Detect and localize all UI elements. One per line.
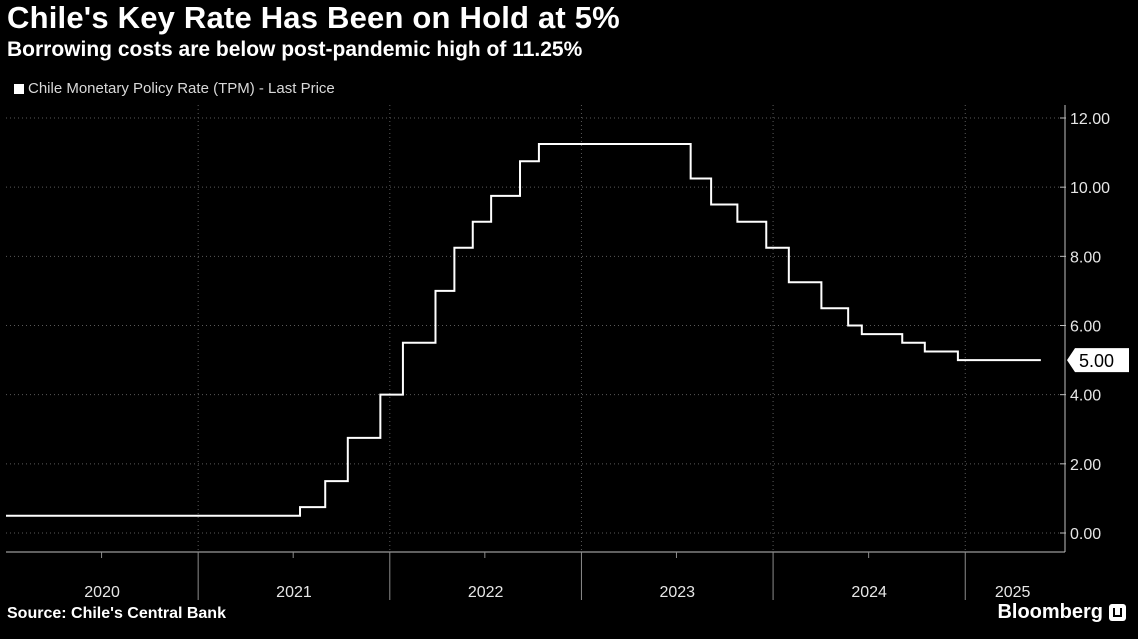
- terminal-icon: [1109, 604, 1126, 621]
- x-tick-label: 2021: [276, 584, 312, 601]
- brand-name: Bloomberg: [997, 601, 1103, 623]
- y-tick-label: 0.00: [1070, 526, 1101, 543]
- legend-swatch: [14, 83, 24, 94]
- y-tick-label: 8.00: [1070, 249, 1101, 266]
- labels-layer: 0.00 2.00 4.00 6.00 8.00 10.00 12.00 2020 2021 20…: [84, 111, 1129, 601]
- grid-lines: [6, 105, 1060, 552]
- axes: [6, 105, 1066, 600]
- last-value-badge: [1067, 348, 1129, 373]
- source-note: Source: Chile's Central Bank: [7, 605, 226, 622]
- x-tick-label: 2025: [995, 584, 1031, 601]
- series-layer: [6, 142, 1041, 517]
- legend-label: Chile Monetary Policy Rate (TPM) - Last …: [28, 80, 335, 97]
- y-tick-label: 2.00: [1070, 457, 1101, 474]
- last-value-label: 5.00: [1079, 351, 1114, 371]
- chart-title: Chile's Key Rate Has Been on Hold at 5%: [7, 0, 620, 35]
- chart-subtitle: Borrowing costs are below post-pandemic …: [7, 38, 583, 61]
- legend: Chile Monetary Policy Rate (TPM) - Last …: [14, 80, 335, 97]
- x-tick-label: 2023: [659, 584, 695, 601]
- y-tick-label: 4.00: [1070, 388, 1101, 405]
- y-tick-label: 10.00: [1070, 180, 1110, 197]
- x-tick-label: 2022: [468, 584, 504, 601]
- y-tick-label: 12.00: [1070, 111, 1110, 128]
- x-tick-label: 2020: [84, 584, 120, 601]
- brand-logo: Bloomberg: [997, 601, 1126, 624]
- x-tick-label: 2024: [851, 584, 887, 601]
- y-tick-label: 6.00: [1070, 319, 1101, 336]
- series-line: [6, 142, 1041, 517]
